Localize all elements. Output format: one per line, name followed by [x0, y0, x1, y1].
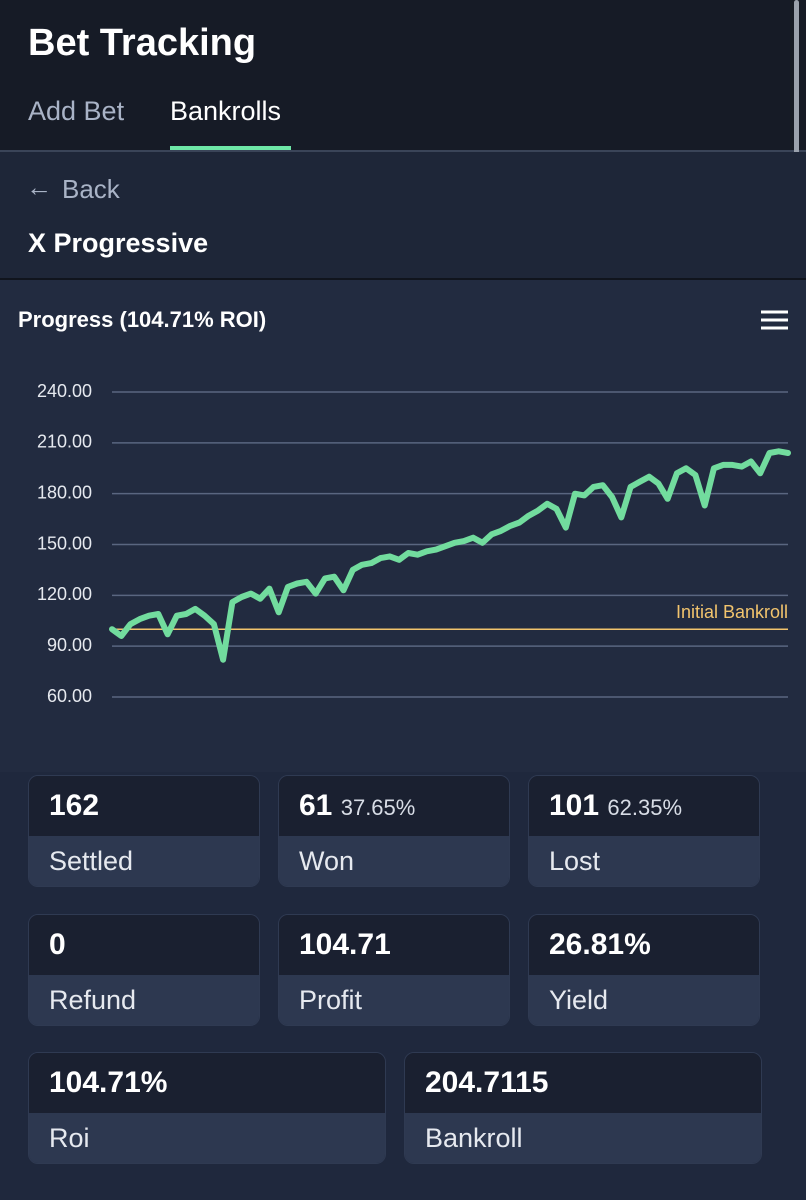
- reference-label: Initial Bankroll: [676, 602, 788, 622]
- stat-value: 61: [299, 789, 333, 822]
- stat-top: 101 62.35%: [529, 776, 759, 836]
- stat-top: 61 37.65%: [279, 776, 509, 836]
- chart-panel: Progress (104.71% ROI) 60.00 90.00 120.00 1…: [0, 280, 806, 772]
- menu-icon[interactable]: [761, 310, 788, 330]
- tab-active[interactable]: Bankrolls: [170, 96, 282, 126]
- stat-value: 26.81%: [549, 928, 651, 961]
- back-arrow[interactable]: ←: [26, 172, 52, 202]
- stat-label: Settled: [29, 836, 259, 886]
- app-title: Bet Tracking: [28, 22, 257, 64]
- stat-top: 26.81%: [529, 915, 759, 975]
- back-link[interactable]: Back: [62, 174, 120, 204]
- tab-indicator: [170, 146, 291, 150]
- stat-card: 101 62.35% Lost: [528, 775, 760, 887]
- stat-value: 101: [549, 789, 600, 822]
- stat-label: Yield: [529, 975, 759, 1025]
- y-tick-label: 60.00: [47, 686, 92, 706]
- stat-top: 0: [29, 915, 259, 975]
- stat-label: Refund: [29, 975, 259, 1025]
- stat-card: 0 Refund: [28, 914, 260, 1026]
- y-tick-label: 180.00: [37, 482, 92, 502]
- chart: Progress (104.71% ROI) 60.00 90.00 120.00 1…: [18, 307, 791, 706]
- stat-value: 104.71: [299, 928, 391, 961]
- stat-card: 104.71 Profit: [278, 914, 510, 1026]
- stat-label: Profit: [279, 975, 509, 1025]
- nav: ← Back X Progressive: [0, 152, 806, 280]
- stat-value: 204.7115: [425, 1066, 549, 1099]
- header: Bet Tracking Add Bet Bankrolls: [0, 0, 806, 200]
- chart-title: Progress (104.71% ROI): [18, 307, 266, 332]
- stat-label: Won: [279, 836, 509, 886]
- stat-value: 104.71%: [49, 1066, 168, 1099]
- stat-value: 0: [49, 928, 66, 961]
- scrollbar: [794, 0, 799, 200]
- y-tick-label: 150.00: [37, 533, 92, 553]
- stat-value: 162: [49, 789, 100, 822]
- stat-card: 26.81% Yield: [528, 914, 760, 1026]
- stat-percent: 62.35%: [607, 795, 683, 820]
- y-tick-label: 120.00: [37, 584, 92, 604]
- stat-card: 61 37.65% Won: [278, 775, 510, 887]
- stat-card: 162 Settled: [28, 775, 260, 887]
- stat-label: Roi: [29, 1113, 385, 1163]
- y-tick-label: 210.00: [37, 432, 92, 452]
- stat-percent: 37.65%: [340, 795, 416, 820]
- stat-label: Lost: [529, 836, 759, 886]
- stat-top: 104.71%: [29, 1053, 385, 1113]
- stat-card: 104.71% Roi: [28, 1052, 386, 1164]
- line-series: [109, 448, 791, 663]
- stat-card: 204.7115 Bankroll: [404, 1052, 762, 1164]
- stat-label: Bankroll: [405, 1113, 761, 1163]
- y-tick-label: 240.00: [37, 381, 92, 401]
- stat-top: 104.71: [279, 915, 509, 975]
- y-tick-label: 90.00: [47, 635, 92, 655]
- page-title: X Progressive: [28, 228, 209, 258]
- stat-top: 204.7115: [405, 1053, 761, 1113]
- tab[interactable]: Add Bet: [28, 96, 125, 126]
- stat-top: 162: [29, 776, 259, 836]
